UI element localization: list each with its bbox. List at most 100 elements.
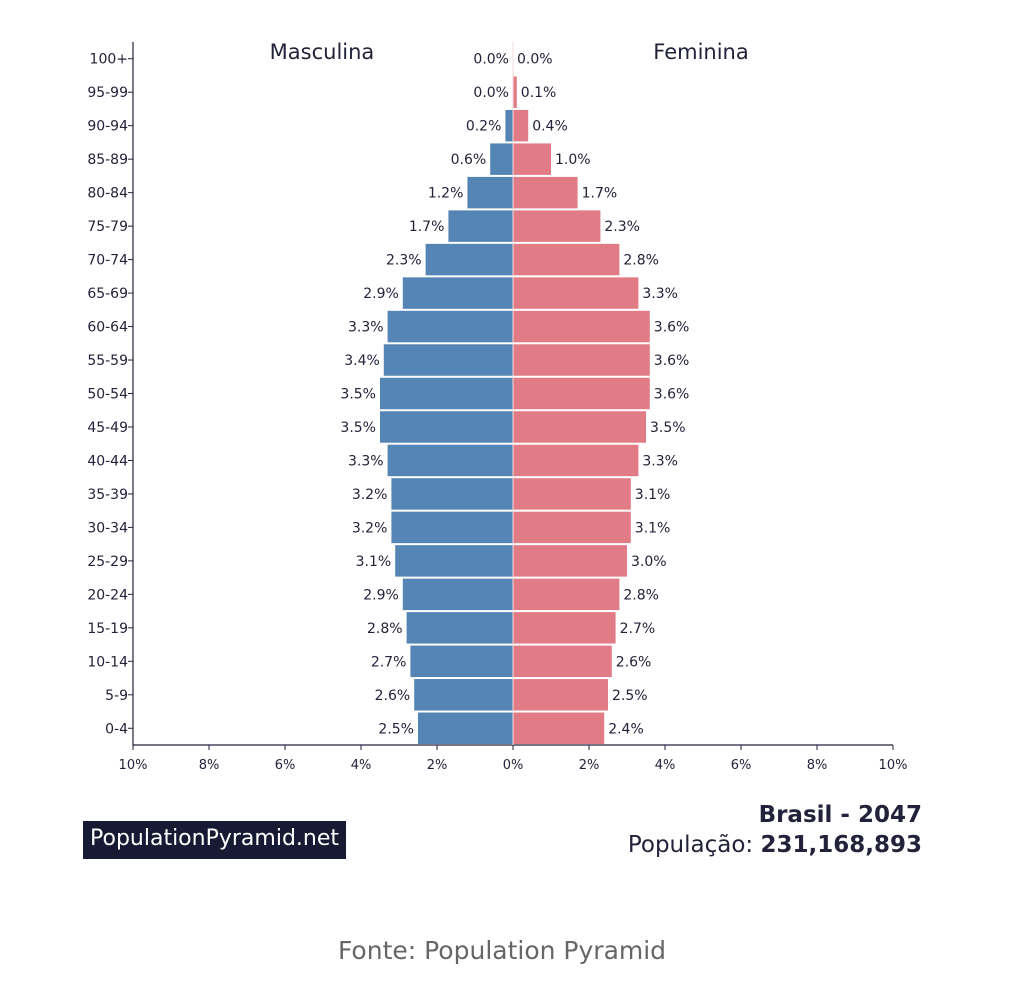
info-block: Brasil - 2047 População: 231,168,893 (628, 800, 922, 860)
male-bar-45-49 (380, 411, 513, 443)
male-bar-90-94 (505, 109, 513, 142)
x-tick-label-10: 10% (879, 758, 908, 773)
age-label-10-14: 10-14 (87, 654, 128, 670)
male-value-45-49: 3.5% (340, 420, 376, 436)
male-bar-80-84 (467, 176, 513, 209)
male-value-85-89: 0.6% (451, 152, 487, 168)
male-bar-70-74 (425, 243, 513, 276)
age-label-100plus: 100+ (90, 52, 128, 68)
male-bar-0-4 (418, 712, 513, 744)
male-bars (380, 109, 513, 744)
female-value-65-69: 3.3% (642, 286, 678, 302)
male-value-95-99: 0.0% (473, 85, 509, 101)
female-bars (513, 76, 650, 744)
male-bar-30-34 (391, 511, 513, 544)
male-bar-25-29 (395, 545, 513, 577)
female-title: Feminina (653, 40, 748, 64)
age-label-30-34: 30-34 (87, 520, 128, 536)
country-year-title: Brasil - 2047 (758, 802, 922, 828)
male-value-10-14: 2.7% (371, 654, 407, 670)
male-value-5-9: 2.6% (375, 688, 411, 704)
female-value-85-89: 1.0% (555, 152, 591, 168)
x-tick-label-5: 0% (503, 758, 524, 773)
female-bar-75-79 (513, 210, 601, 242)
female-bar-60-64 (513, 310, 650, 343)
female-bar-40-44 (513, 444, 639, 477)
female-bar-25-29 (513, 545, 627, 577)
age-label-35-39: 35-39 (87, 487, 128, 503)
age-label-85-89: 85-89 (87, 152, 128, 168)
female-bar-85-89 (513, 143, 551, 175)
female-value-40-44: 3.3% (642, 453, 678, 469)
female-value-95-99: 0.1% (521, 85, 557, 101)
age-label-45-49: 45-49 (87, 420, 128, 436)
male-value-35-39: 3.2% (352, 487, 388, 503)
male-value-100plus: 0.0% (473, 52, 509, 68)
male-value-90-94: 0.2% (466, 119, 502, 135)
x-tick-label-0: 10% (119, 758, 148, 773)
x-tick-label-8: 6% (731, 758, 752, 773)
age-label-70-74: 70-74 (87, 253, 128, 269)
male-bar-50-54 (380, 377, 513, 410)
female-value-90-94: 0.4% (532, 119, 568, 135)
male-bar-15-19 (406, 612, 513, 644)
female-bar-65-69 (513, 277, 639, 309)
male-bar-20-24 (402, 578, 513, 611)
male-bar-10-14 (410, 645, 513, 678)
male-value-20-24: 2.9% (363, 587, 399, 603)
age-label-75-79: 75-79 (87, 219, 128, 235)
female-bar-30-34 (513, 511, 631, 544)
x-tick-label-4: 2% (427, 758, 448, 773)
axes: 100+ 95-99 90-94 85-89 80-84 75-79 70-74 65-69 6… (87, 42, 907, 773)
x-tick-label-3: 4% (351, 758, 372, 773)
male-bar-40-44 (387, 444, 513, 477)
male-bar-35-39 (391, 478, 513, 510)
population-line: População: 231,168,893 (628, 830, 922, 860)
female-value-45-49: 3.5% (650, 420, 686, 436)
female-bar-15-19 (513, 612, 616, 644)
age-label-60-64: 60-64 (87, 320, 128, 336)
female-bar-55-59 (513, 344, 650, 376)
male-value-15-19: 2.8% (367, 621, 403, 637)
population-pyramid-chart: 0.0% 0.0% 0.0% 0.1% 0.2% 0.4% 0.6% 1.0% 1.2% 1.7%… (87, 40, 907, 773)
female-value-5-9: 2.5% (612, 688, 648, 704)
female-value-55-59: 3.6% (654, 353, 690, 369)
female-value-30-34: 3.1% (635, 520, 671, 536)
female-value-60-64: 3.6% (654, 320, 690, 336)
female-value-15-19: 2.7% (620, 621, 656, 637)
male-value-70-74: 2.3% (386, 253, 422, 269)
source-caption: Fonte: Population Pyramid (337, 936, 667, 965)
age-label-40-44: 40-44 (87, 453, 128, 469)
male-value-30-34: 3.2% (352, 520, 388, 536)
female-value-80-84: 1.7% (582, 186, 618, 202)
x-tick-label-6: 2% (579, 758, 600, 773)
age-label-80-84: 80-84 (87, 186, 128, 202)
male-bar-85-89 (490, 143, 513, 175)
age-label-5-9: 5-9 (105, 688, 128, 704)
male-value-75-79: 1.7% (409, 219, 445, 235)
female-value-35-39: 3.1% (635, 487, 671, 503)
age-label-90-94: 90-94 (87, 119, 128, 135)
female-value-0-4: 2.4% (608, 721, 644, 737)
female-value-50-54: 3.6% (654, 387, 690, 403)
x-tick-label-1: 8% (199, 758, 220, 773)
age-label-65-69: 65-69 (87, 286, 128, 302)
female-value-25-29: 3.0% (631, 554, 667, 570)
x-tick-label-7: 4% (655, 758, 676, 773)
male-value-0-4: 2.5% (378, 721, 414, 737)
male-bar-65-69 (402, 277, 513, 309)
male-bar-55-59 (383, 344, 513, 376)
female-bar-35-39 (513, 478, 631, 510)
female-bar-50-54 (513, 377, 650, 410)
population-label: População: (627, 832, 754, 858)
age-label-95-99: 95-99 (87, 85, 128, 101)
female-bar-80-84 (513, 176, 578, 209)
x-tick-label-2: 6% (275, 758, 296, 773)
female-bar-0-4 (513, 712, 605, 744)
female-value-10-14: 2.6% (616, 654, 652, 670)
male-value-55-59: 3.4% (344, 353, 380, 369)
population-value: 231,168,893 (760, 832, 922, 858)
male-title: Masculina (270, 40, 375, 64)
male-bar-5-9 (414, 679, 513, 711)
brand-badge[interactable]: PopulationPyramid.net (83, 821, 347, 859)
